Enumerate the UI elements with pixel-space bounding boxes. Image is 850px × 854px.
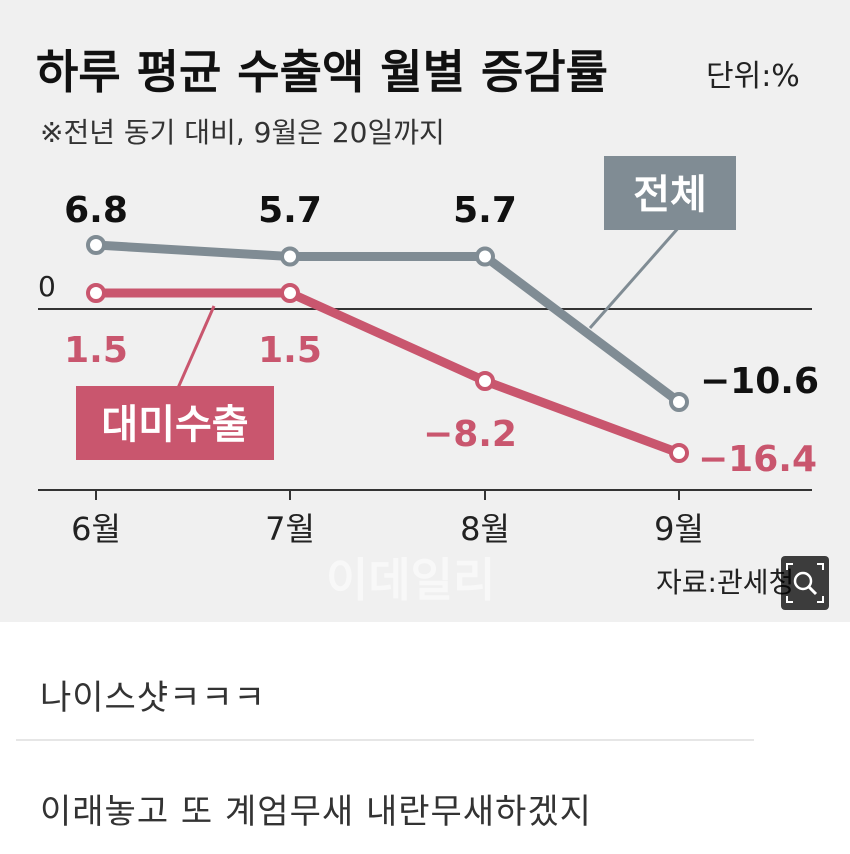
data-label: 1.5 (64, 330, 128, 371)
series-layer: 6.8 5.7 5.7 −10.6 1.5 1.5 −8.2 −16.4 (64, 190, 819, 480)
data-label: 1.5 (258, 330, 322, 371)
x-ticks (95, 490, 680, 500)
x-tick-labels: 6월 7월 8월 9월 (71, 510, 704, 548)
x-tick-label: 7월 (265, 510, 315, 548)
chart-unit: 단위:% (706, 59, 800, 94)
magnifier-icon (786, 563, 824, 603)
legend-label-전체: 전체 (633, 172, 707, 218)
source-label: 자료:관세청 (656, 566, 794, 599)
chart-panel: 하루 평균 수출액 월별 증감률 단위:% ※전년 동기 대비, 9월은 20일… (0, 0, 850, 622)
data-label: −16.4 (698, 439, 817, 480)
legend-pointer (176, 305, 216, 389)
x-tick-label: 6월 (71, 510, 121, 548)
zoom-button[interactable] (781, 556, 829, 610)
data-point (280, 283, 300, 303)
zero-label: 0 (38, 270, 56, 303)
data-point (86, 235, 106, 255)
data-point (280, 246, 300, 267)
comment-1: 나이스샷ㅋㅋㅋ (40, 678, 266, 718)
comment-2: 이래놓고 또 계엄무새 내란무새하겠지 (40, 792, 592, 832)
data-point (669, 443, 689, 463)
chart-svg: 하루 평균 수출액 월별 증감률 단위:% ※전년 동기 대비, 9월은 20일… (36, 45, 819, 607)
series-line-전체 (95, 240, 682, 406)
watermark: 이데일리 (326, 553, 495, 607)
data-label: 5.7 (258, 190, 322, 231)
x-tick-label: 8월 (460, 510, 510, 548)
x-tick-label: 9월 (654, 510, 704, 548)
data-label: 6.8 (64, 190, 128, 231)
series-line-대미수출 (96, 288, 681, 458)
legend-box-대미수출 (76, 386, 274, 460)
legend-box-전체 (604, 156, 736, 230)
legend-label-대미수출: 대미수출 (101, 402, 248, 448)
chart-title: 하루 평균 수출액 월별 증감률 (36, 45, 608, 99)
comment-divider (16, 739, 754, 741)
data-point (475, 246, 495, 267)
data-label: 5.7 (453, 190, 517, 231)
data-label: −8.2 (423, 414, 517, 455)
data-label: −10.6 (700, 361, 819, 402)
data-point (86, 283, 106, 303)
legend-pointer (588, 225, 682, 329)
chart-subtitle: ※전년 동기 대비, 9월은 20일까지 (40, 116, 445, 149)
data-point (669, 392, 689, 412)
data-point (475, 371, 495, 391)
